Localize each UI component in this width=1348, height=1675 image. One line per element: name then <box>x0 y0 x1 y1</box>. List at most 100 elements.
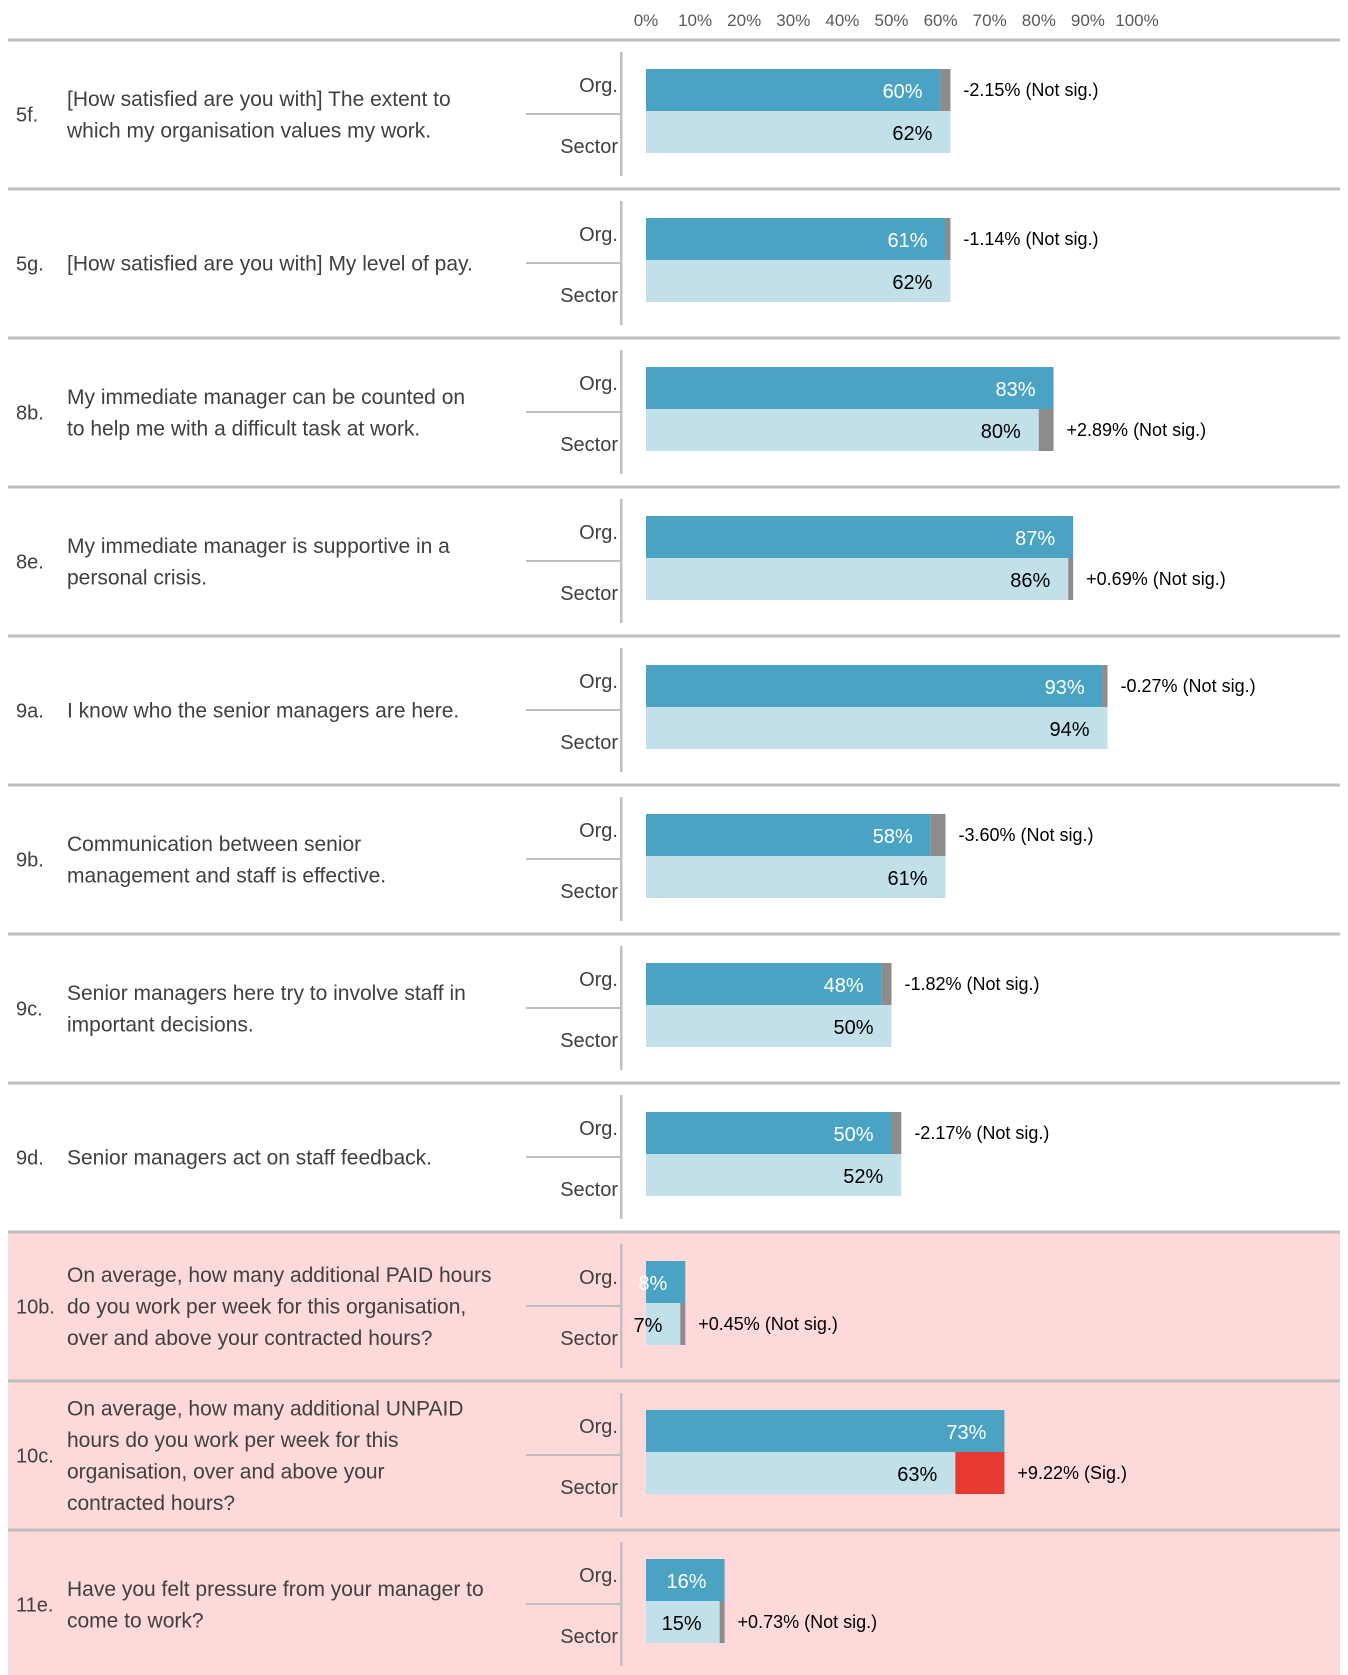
x-tick-label: 50% <box>874 11 908 30</box>
question-row: 5f. [How satisfied are you with] The exte… <box>8 38 1340 176</box>
sector-bar <box>646 558 1069 600</box>
org-label: Org. <box>579 1416 618 1438</box>
org-label: Org. <box>579 224 618 246</box>
difference-marker <box>680 1303 686 1345</box>
x-tick-label: 60% <box>924 11 958 30</box>
question-row: 11e. Have you felt pressure from your man… <box>8 1528 1340 1675</box>
org-value-label: 16% <box>667 1571 707 1593</box>
question-id: 10b. <box>16 1297 55 1319</box>
question-row: 8e. My immediate manager is supportive in… <box>8 485 1340 623</box>
question-id: 8e. <box>16 552 44 574</box>
sector-label: Sector <box>560 881 618 903</box>
row-divider <box>8 187 1340 191</box>
difference-label: +2.89% (Not sig.) <box>1067 420 1207 440</box>
sector-label: Sector <box>560 1179 618 1201</box>
row-divider <box>8 783 1340 787</box>
question-row: 9a. I know who the senior managers are he… <box>8 634 1340 772</box>
org-label: Org. <box>579 1118 618 1140</box>
difference-marker <box>940 69 951 111</box>
sector-bar <box>646 260 951 302</box>
sector-label: Sector <box>560 583 618 605</box>
sector-label: Sector <box>560 434 618 456</box>
sector-value-label: 86% <box>1010 570 1050 592</box>
x-tick-label: 80% <box>1022 11 1056 30</box>
sector-bar <box>646 1303 681 1345</box>
difference-label: -1.82% (Not sig.) <box>905 974 1040 994</box>
question-id: 9a. <box>16 701 44 723</box>
sector-bar <box>646 1005 892 1047</box>
question-id: 9b. <box>16 850 44 872</box>
org-bar <box>646 1559 725 1601</box>
question-text: do you work per week for this organisati… <box>67 1296 466 1319</box>
row-divider <box>8 1379 1340 1383</box>
org-bar <box>646 1261 686 1303</box>
question-row: 10c. On average, how many additional UNPA… <box>8 1379 1340 1530</box>
org-label: Org. <box>579 522 618 544</box>
difference-label: -3.60% (Not sig.) <box>959 825 1094 845</box>
question-text: I know who the senior managers are here. <box>67 700 459 723</box>
org-value-label: 61% <box>887 230 927 252</box>
org-value-label: 50% <box>833 1124 873 1146</box>
difference-marker <box>945 218 951 260</box>
group-separator <box>526 1007 621 1009</box>
row-divider <box>8 1081 1340 1085</box>
group-separator <box>526 858 621 860</box>
org-label: Org. <box>579 671 618 693</box>
row-divider <box>8 485 1340 489</box>
question-text: come to work? <box>67 1609 204 1632</box>
org-value-label: 58% <box>873 826 913 848</box>
question-row: 9c. Senior managers here try to involve s… <box>8 932 1340 1070</box>
question-text: [How satisfied are you with] My level of… <box>67 253 473 276</box>
sector-value-label: 61% <box>887 868 927 890</box>
row-divider <box>8 1528 1340 1532</box>
group-separator <box>526 411 621 413</box>
question-row: 8b. My immediate manager can be counted o… <box>8 336 1340 474</box>
question-text: Senior managers here try to involve staf… <box>67 982 466 1005</box>
difference-marker <box>719 1601 725 1643</box>
sector-label: Sector <box>560 1477 618 1499</box>
question-text: management and staff is effective. <box>67 864 386 887</box>
org-value-label: 83% <box>995 379 1035 401</box>
question-id: 5g. <box>16 254 44 276</box>
question-text: important decisions. <box>67 1013 254 1036</box>
org-bar <box>646 516 1074 558</box>
difference-marker <box>1102 665 1108 707</box>
question-row: 5g. [How satisfied are you with] My level… <box>8 187 1340 325</box>
org-bar <box>646 1410 1005 1452</box>
sector-bar <box>646 707 1108 749</box>
sector-label: Sector <box>560 136 618 158</box>
sector-bar <box>646 1154 902 1196</box>
sector-value-label: 52% <box>843 1166 883 1188</box>
x-tick-label: 40% <box>825 11 859 30</box>
sector-bar <box>646 111 951 153</box>
question-text: On average, how many additional PAID hou… <box>67 1264 492 1287</box>
org-bar <box>646 69 941 111</box>
org-label: Org. <box>579 1565 618 1587</box>
x-axis: 0% 10% 20% 30% 40% 50% 60% 70% 80% 90% 100% <box>634 11 1159 30</box>
question-row: 10b. On average, how many additional PAID… <box>8 1230 1340 1381</box>
sector-label: Sector <box>560 1030 618 1052</box>
org-value-label: 87% <box>1015 528 1055 550</box>
sector-value-label: 62% <box>892 272 932 294</box>
question-row: 9d. Senior managers act on staff feedback… <box>8 1081 1340 1219</box>
difference-label: -1.14% (Not sig.) <box>963 229 1098 249</box>
sector-label: Sector <box>560 1328 618 1350</box>
difference-label: -2.17% (Not sig.) <box>914 1123 1049 1143</box>
org-bar <box>646 367 1054 409</box>
question-id: 10c. <box>16 1446 54 1468</box>
question-text: My immediate manager is supportive in a <box>67 535 450 558</box>
difference-label: +0.45% (Not sig.) <box>698 1314 838 1334</box>
difference-marker <box>955 1452 1005 1494</box>
org-bar <box>646 665 1103 707</box>
sector-bar <box>646 409 1039 451</box>
question-text: Senior managers act on staff feedback. <box>67 1147 432 1170</box>
group-separator <box>526 1603 621 1605</box>
row-divider <box>8 38 1340 42</box>
row-divider <box>8 932 1340 936</box>
sector-bar <box>646 1452 956 1494</box>
x-tick-label: 90% <box>1071 11 1105 30</box>
org-label: Org. <box>579 969 618 991</box>
sector-value-label: 15% <box>662 1613 702 1635</box>
axis-line <box>620 1244 623 1368</box>
org-value-label: 73% <box>946 1422 986 1444</box>
